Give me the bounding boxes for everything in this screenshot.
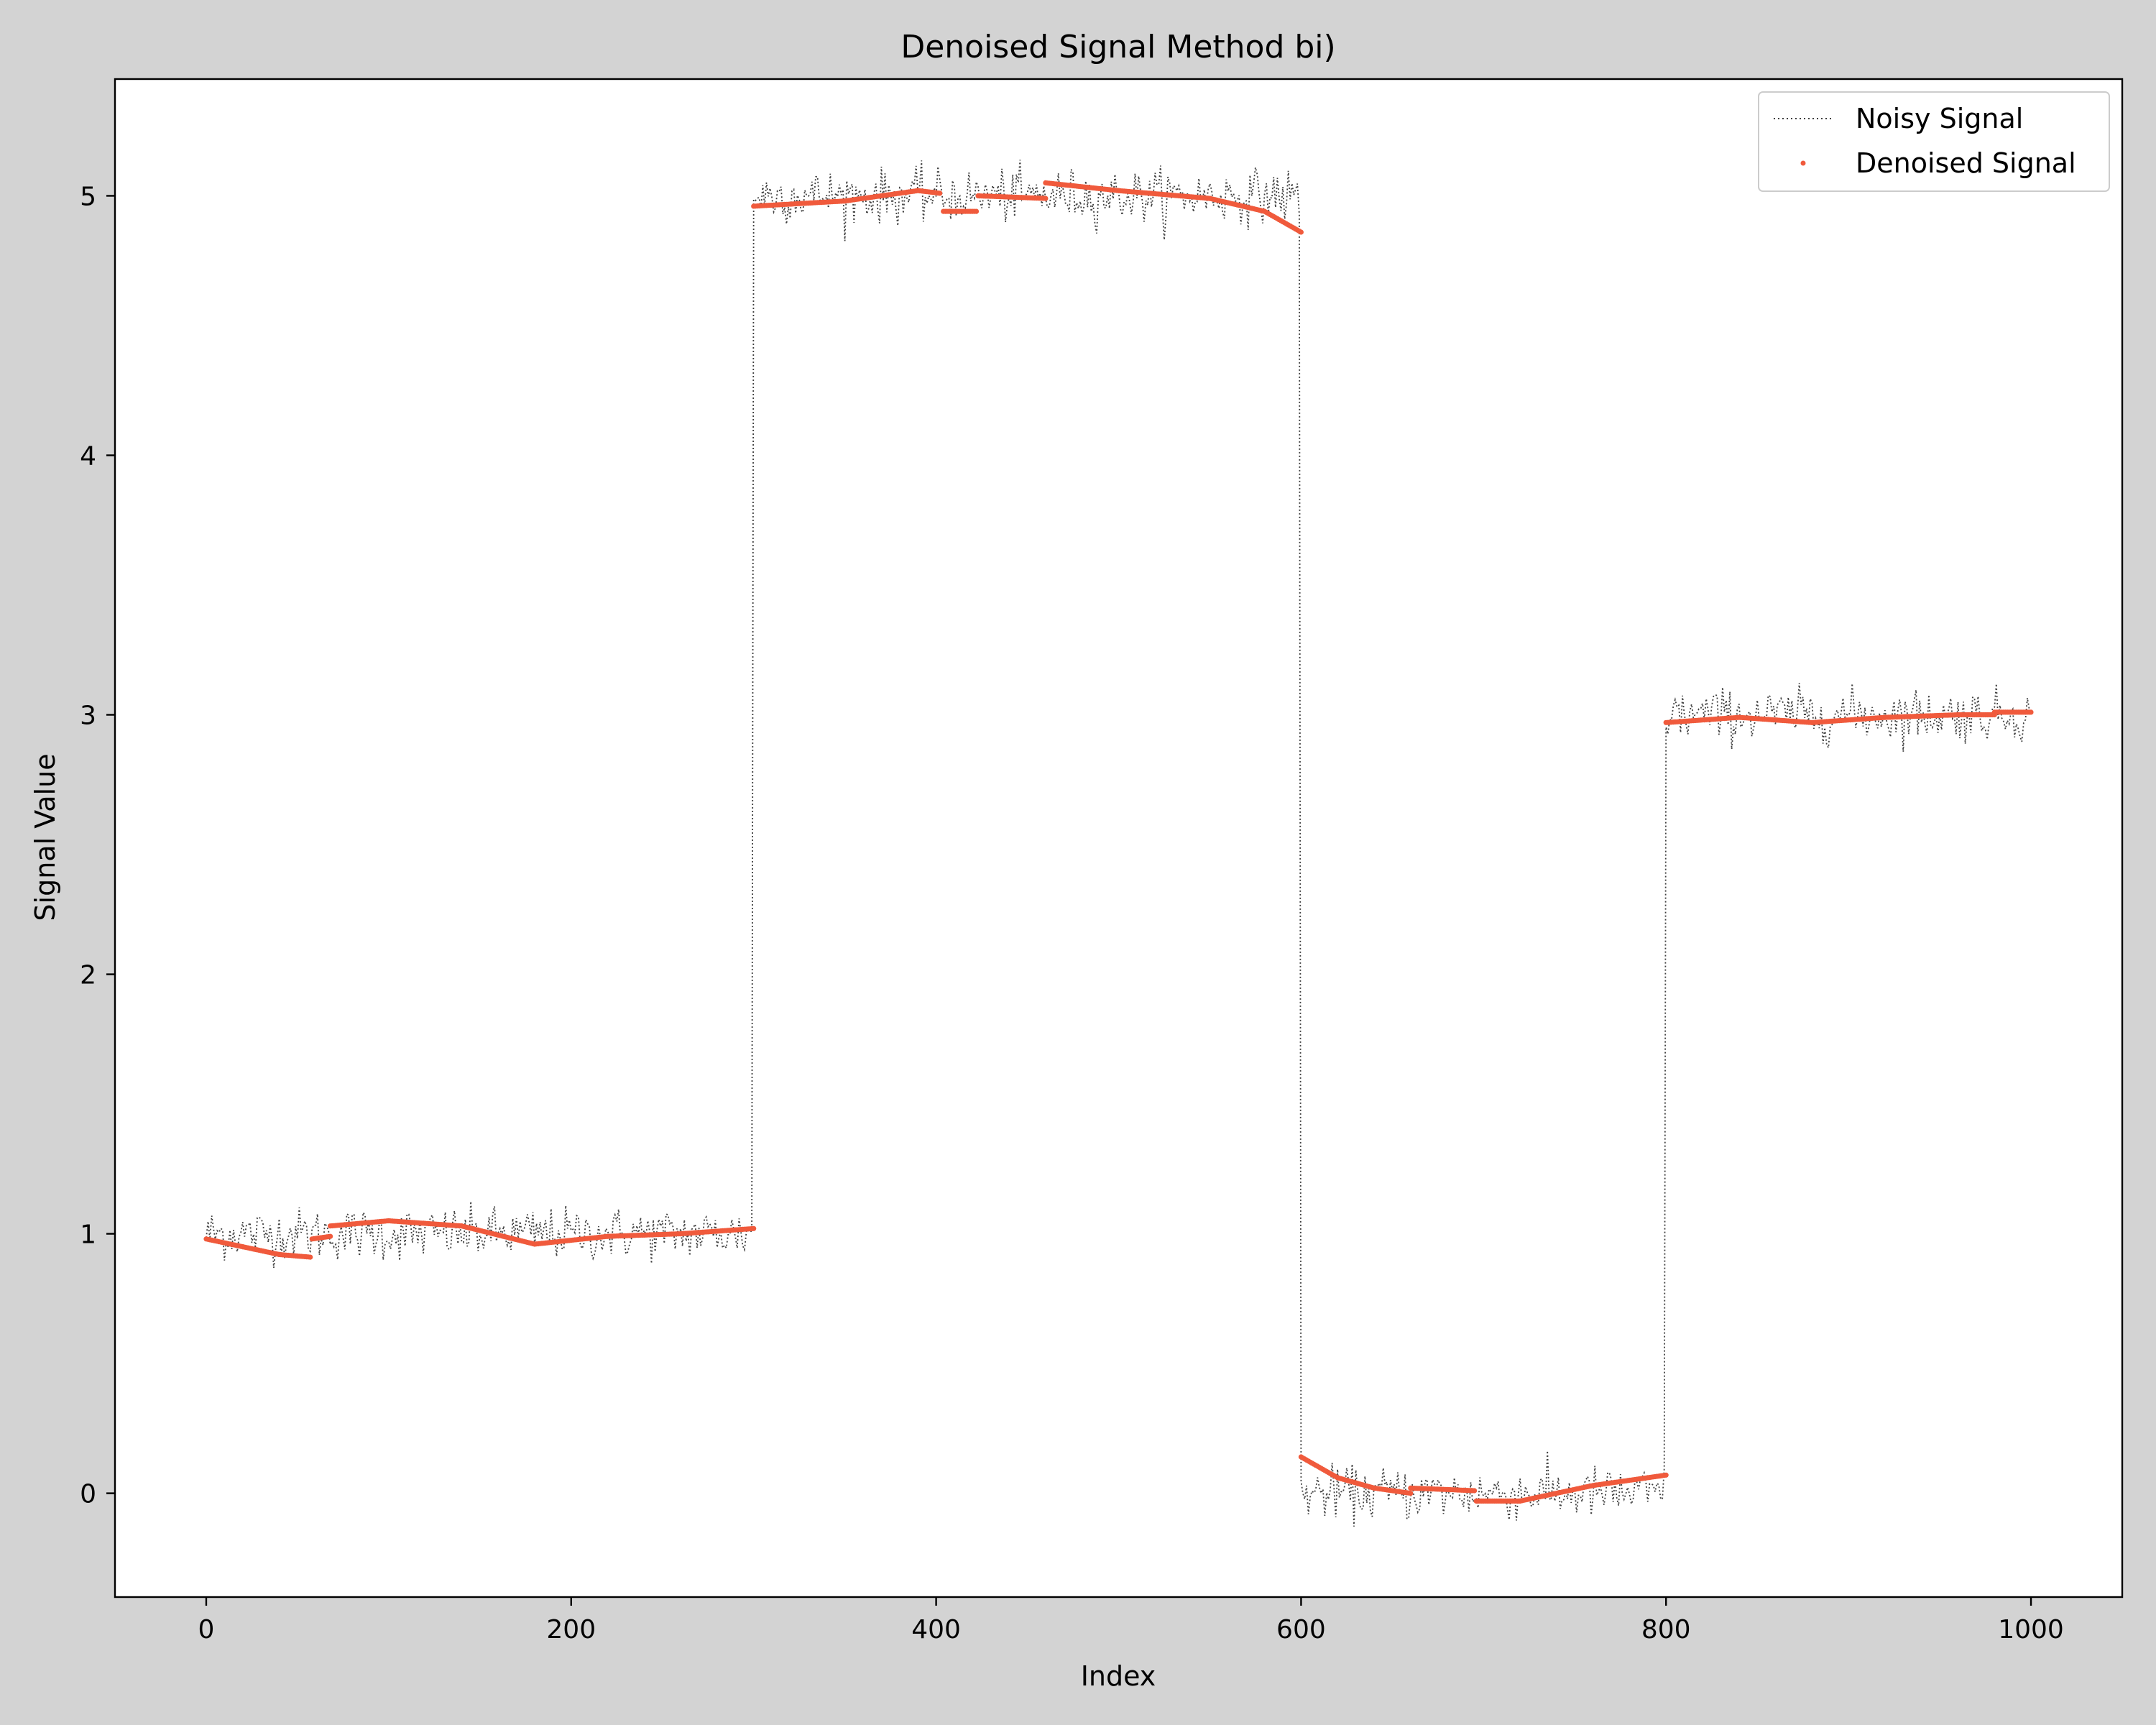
y-tick-label: 5 xyxy=(80,182,96,211)
denoised-segment xyxy=(1298,1454,1414,1496)
y-axis: 0 1 2 3 4 5 xyxy=(80,182,115,1509)
denoised-point xyxy=(1472,1488,1478,1494)
x-tick-label: 0 xyxy=(198,1615,215,1644)
y-tick-label: 2 xyxy=(80,961,96,990)
axes-frame xyxy=(114,78,2124,1598)
y-tick-label: 0 xyxy=(80,1480,96,1509)
x-tick-label: 600 xyxy=(1276,1615,1326,1644)
denoised-point xyxy=(1408,1491,1414,1496)
denoised-segment xyxy=(328,1218,757,1247)
denoised-point xyxy=(751,1225,757,1231)
x-tick-label: 200 xyxy=(546,1615,596,1644)
denoised-segment xyxy=(1663,712,1997,725)
denoised-point xyxy=(2028,709,2034,715)
denoised-point xyxy=(1043,196,1049,201)
axes-background xyxy=(115,79,2122,1597)
denoised-segment xyxy=(1473,1472,1669,1504)
legend-noisy-label: Noisy Signal xyxy=(1856,103,2023,134)
denoised-segment xyxy=(1991,709,2034,715)
denoised-point xyxy=(328,1233,333,1239)
x-tick-label: 1000 xyxy=(1998,1615,2064,1644)
legend-denoised-label: Denoised Signal xyxy=(1856,147,2076,179)
denoised-point xyxy=(308,1254,313,1260)
y-axis-label: Signal Value xyxy=(29,753,61,921)
x-axis: 0 200 400 600 800 1000 xyxy=(198,1597,2064,1644)
y-tick-label: 4 xyxy=(80,441,96,471)
denoised-segment xyxy=(1043,180,1304,235)
x-axis-label: Index xyxy=(1081,1660,1156,1692)
legend-box xyxy=(1758,91,2110,192)
denoised-segment xyxy=(1408,1485,1478,1494)
x-tick-label: 400 xyxy=(911,1615,961,1644)
denoised-segment xyxy=(751,188,943,209)
denoised-point xyxy=(1298,229,1304,235)
plot-area xyxy=(203,160,2034,1527)
denoised-point xyxy=(937,190,943,196)
denoised-segment xyxy=(975,193,1049,201)
denoised-segment xyxy=(309,1233,333,1242)
y-tick-label: 1 xyxy=(80,1220,96,1250)
denoised-segment xyxy=(203,1236,313,1260)
legend: Noisy Signal Denoised Signal xyxy=(1758,91,2110,192)
denoised-point xyxy=(1663,1472,1669,1478)
x-tick-label: 800 xyxy=(1641,1615,1691,1644)
denoised-point xyxy=(973,208,980,214)
y-tick-label: 3 xyxy=(80,702,96,731)
denoised-segment xyxy=(941,208,980,214)
legend-denoised-swatch xyxy=(1800,160,1806,166)
chart-title: Denoised Signal Method bi) xyxy=(900,29,1335,65)
denoised-signal-series xyxy=(203,180,2034,1504)
